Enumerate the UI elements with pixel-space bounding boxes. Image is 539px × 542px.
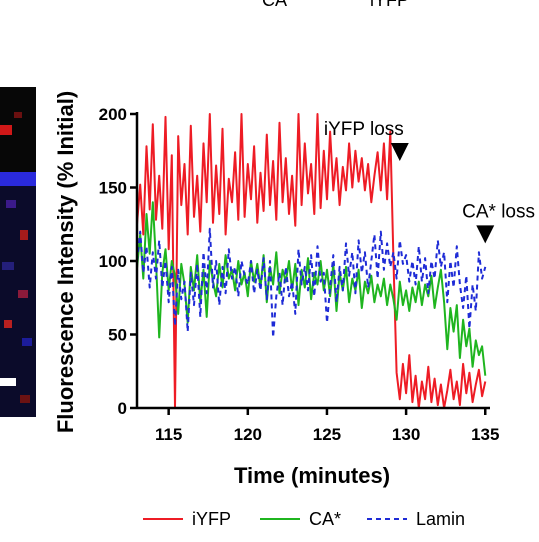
y-tick-label: 100: [99, 252, 127, 271]
x-tick-label: 125: [313, 425, 341, 444]
header-fragment-right: iYFP: [370, 0, 409, 10]
legend: iYFP CA* Lamin: [143, 509, 465, 529]
series-line-ca: [136, 201, 487, 376]
annotation-label: CA* loss: [462, 201, 535, 222]
header-fragment-left: CA: [262, 0, 287, 10]
x-tick-label: 120: [234, 425, 262, 444]
annotation-arrow-icon: [476, 225, 495, 244]
x-tick-label: 135: [471, 425, 499, 444]
legend-label: Lamin: [416, 509, 465, 529]
annotation-arrow-icon: [390, 143, 409, 162]
x-tick-label: 115: [155, 425, 182, 444]
axes-layer: 0 50 100 150 200 115 120 125 130 135: [99, 105, 500, 444]
legend-label: iYFP: [192, 509, 231, 529]
y-axis-title: Fluorescence Intensity (% Initial): [53, 91, 78, 433]
y-tick-label: 50: [108, 326, 127, 345]
y-tick-label: 0: [118, 399, 127, 418]
y-tick-label: 200: [99, 105, 127, 124]
annotation-label: iYFP loss: [324, 119, 404, 140]
x-axis-title: Time (minutes): [234, 463, 390, 488]
annotation-layer: iYFP loss CA* loss: [324, 119, 535, 244]
series-layer: [136, 113, 487, 409]
legend-label: CA*: [309, 509, 341, 529]
y-tick-label: 150: [99, 179, 127, 198]
series-line-lamin: [136, 227, 487, 339]
x-tick-label: 130: [392, 425, 420, 444]
microscopy-image-crop: [0, 87, 36, 417]
series-line-iyfp: [136, 113, 487, 409]
